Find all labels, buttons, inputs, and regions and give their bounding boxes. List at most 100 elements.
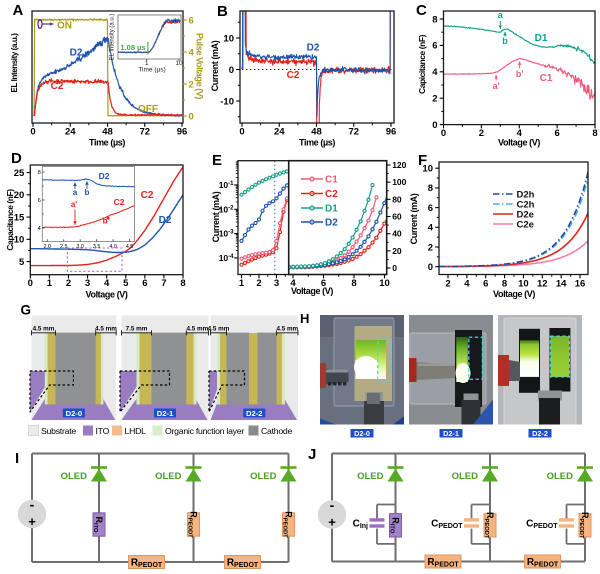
svg-text:96: 96 [177, 127, 188, 138]
svg-text:8: 8 [351, 278, 356, 289]
svg-text:C1: C1 [540, 73, 553, 84]
svg-text:Time (µs): Time (µs) [138, 67, 165, 74]
svg-text:ON: ON [57, 21, 72, 32]
svg-text:-: - [330, 497, 335, 513]
svg-text:D2e: D2e [517, 210, 534, 221]
svg-text:C2: C2 [287, 70, 300, 81]
svg-text:RITO: RITO [389, 517, 401, 534]
svg-text:RPEODT: RPEODT [282, 511, 294, 538]
svg-text:0: 0 [229, 65, 234, 76]
svg-text:4: 4 [432, 67, 438, 78]
svg-text:1: 1 [47, 278, 53, 289]
svg-text:72: 72 [348, 127, 359, 138]
svg-text:CInj: CInj [353, 519, 368, 531]
svg-text:C2: C2 [51, 81, 64, 92]
svg-text:D2-2: D2-2 [532, 429, 548, 438]
svg-text:48: 48 [102, 127, 113, 138]
svg-text:1.08 µs: 1.08 µs [120, 43, 145, 52]
svg-text:Organic function layer: Organic function layer [165, 426, 244, 436]
svg-text:J: J [308, 446, 316, 463]
svg-text:4: 4 [517, 128, 523, 139]
svg-text:C: C [416, 2, 427, 19]
svg-text:6: 6 [189, 15, 194, 26]
svg-text:72: 72 [139, 127, 150, 138]
svg-text:a: a [73, 188, 78, 197]
svg-text:CPEDOT: CPEDOT [431, 519, 463, 531]
svg-text:8: 8 [428, 183, 433, 194]
svg-text:10: 10 [518, 279, 529, 290]
svg-text:2.0: 2.0 [43, 244, 51, 250]
svg-text:4.0: 4.0 [109, 244, 117, 250]
svg-text:D2-0: D2-0 [354, 429, 370, 438]
svg-text:4.5: 4.5 [126, 244, 134, 250]
svg-text:D2: D2 [159, 215, 172, 226]
svg-text:4.5 mm: 4.5 mm [95, 325, 117, 332]
svg-text:ITO: ITO [96, 426, 110, 436]
svg-text:Voltage (V): Voltage (V) [291, 286, 333, 296]
svg-text:D2: D2 [325, 218, 338, 229]
svg-text:15: 15 [14, 212, 25, 223]
svg-text:3: 3 [85, 278, 90, 289]
svg-text:4.5 mm: 4.5 mm [276, 325, 298, 332]
svg-text:RPEDOT: RPEDOT [527, 557, 559, 569]
svg-text:Current (mA): Current (mA) [211, 191, 221, 242]
svg-text:4: 4 [38, 226, 41, 232]
svg-text:Capicitance (nF): Capicitance (nF) [417, 34, 427, 94]
svg-text:2: 2 [189, 79, 194, 90]
svg-text:D2-1: D2-1 [443, 429, 459, 438]
svg-text:1: 1 [145, 60, 149, 67]
svg-text:4: 4 [189, 47, 195, 58]
svg-text:10-3: 10-3 [219, 229, 234, 239]
svg-text:C2: C2 [325, 189, 338, 200]
svg-text:C2h: C2h [517, 200, 535, 211]
svg-text:OLED: OLED [61, 471, 88, 482]
svg-text:RPEODT: RPEODT [483, 512, 495, 539]
svg-text:EL Intensity (a.u.): EL Intensity (a.u.) [110, 14, 116, 61]
svg-text:4.5 mm: 4.5 mm [208, 325, 230, 332]
svg-text:Current (mA): Current (mA) [409, 193, 419, 244]
svg-text:2: 2 [445, 279, 450, 290]
svg-text:OLED: OLED [547, 471, 574, 482]
svg-text:2: 2 [428, 242, 433, 253]
svg-text:D2-0: D2-0 [66, 409, 82, 418]
svg-text:G: G [21, 303, 32, 318]
svg-text:40: 40 [392, 229, 402, 239]
svg-text:25: 25 [14, 168, 25, 179]
svg-text:0: 0 [392, 263, 397, 273]
svg-text:+: + [28, 514, 36, 529]
svg-text:D2-2: D2-2 [246, 409, 262, 418]
svg-text:5: 5 [19, 257, 25, 268]
svg-text:7.5 mm: 7.5 mm [126, 325, 148, 332]
svg-text:0: 0 [239, 127, 244, 138]
svg-text:2: 2 [432, 94, 437, 105]
svg-text:10-1: 10-1 [219, 180, 234, 190]
svg-text:B: B [217, 3, 228, 20]
svg-text:120: 120 [392, 160, 406, 170]
svg-text:OLED: OLED [357, 471, 384, 482]
svg-text:4.5 mm: 4.5 mm [187, 325, 209, 332]
svg-text:14: 14 [556, 279, 567, 290]
svg-text:Time (µs): Time (µs) [299, 138, 335, 148]
svg-text:C2: C2 [141, 190, 154, 201]
svg-text:4: 4 [104, 278, 110, 289]
svg-text:0: 0 [441, 128, 446, 139]
svg-text:D2h: D2h [517, 190, 535, 201]
svg-text:6: 6 [38, 198, 41, 204]
svg-text:C2: C2 [114, 197, 125, 207]
svg-text:D1: D1 [535, 33, 548, 44]
svg-text:RITO: RITO [92, 516, 104, 533]
svg-text:10: 10 [14, 235, 25, 246]
svg-text:D2: D2 [70, 48, 83, 59]
svg-text:0: 0 [428, 262, 433, 273]
svg-text:8: 8 [432, 14, 437, 25]
svg-text:8: 8 [502, 279, 507, 290]
svg-text:A: A [13, 2, 24, 19]
svg-text:CPEDOT: CPEDOT [526, 519, 558, 531]
svg-text:4: 4 [428, 223, 434, 234]
svg-text:b: b [85, 188, 90, 197]
svg-text:16: 16 [575, 279, 586, 290]
svg-text:12: 12 [537, 279, 548, 290]
svg-text:10: 10 [223, 33, 234, 44]
svg-text:20: 20 [392, 246, 402, 256]
svg-text:RPEODT: RPEODT [187, 511, 199, 538]
